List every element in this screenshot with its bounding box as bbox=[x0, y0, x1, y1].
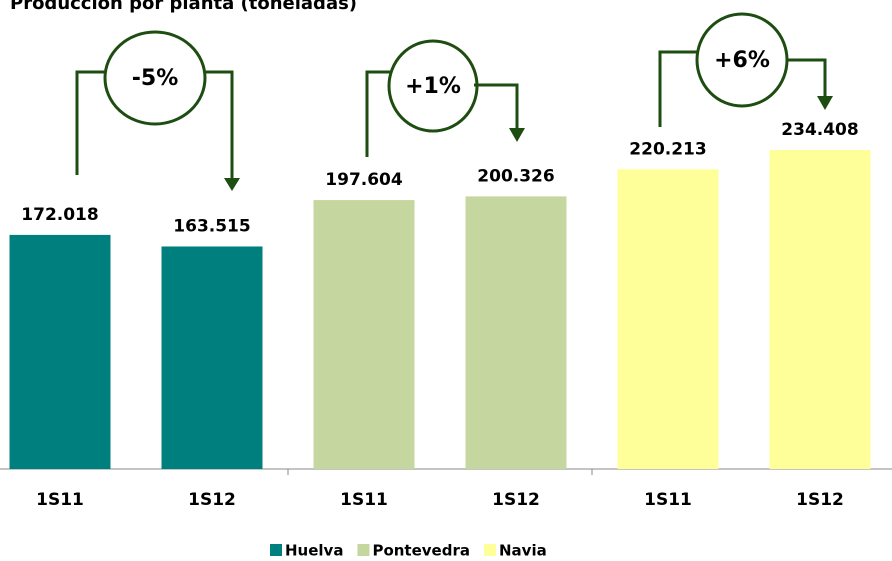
bar bbox=[465, 196, 567, 469]
value-label: 220.213 bbox=[629, 139, 706, 159]
annotation-circle bbox=[695, 12, 789, 108]
x-tick-label: 1S12 bbox=[188, 490, 236, 510]
annotation-circle bbox=[103, 30, 207, 126]
bar bbox=[617, 169, 719, 469]
legend-label: Pontevedra bbox=[372, 542, 470, 560]
legend-label: Huelva bbox=[285, 542, 343, 560]
arrow-line bbox=[658, 50, 698, 127]
legend-swatch bbox=[483, 544, 496, 556]
arrow-line bbox=[787, 58, 827, 98]
bar bbox=[161, 246, 263, 469]
chart-title: Producción por planta (toneladas) bbox=[10, 0, 357, 14]
x-tick-label: 1S11 bbox=[644, 490, 692, 510]
value-label: 163.515 bbox=[173, 216, 250, 236]
annotation: -5% bbox=[132, 66, 178, 91]
arrow-line bbox=[205, 70, 234, 180]
arrowhead bbox=[509, 128, 525, 142]
arrow-line bbox=[75, 70, 105, 175]
annotation: +6% bbox=[714, 48, 770, 73]
change-arrows: -5% +1% +6% bbox=[75, 12, 833, 191]
bar bbox=[769, 150, 871, 469]
annotation-circle bbox=[387, 39, 479, 133]
legend-swatch bbox=[357, 544, 370, 556]
arrowhead bbox=[817, 96, 833, 110]
value-label: 197.604 bbox=[325, 170, 403, 190]
x-tick-label: 1S11 bbox=[340, 490, 388, 510]
value-label: 172.018 bbox=[21, 205, 98, 225]
bar bbox=[9, 234, 111, 469]
value-label: 234.408 bbox=[781, 120, 858, 140]
x-tick-label: 1S11 bbox=[36, 490, 84, 510]
x-tick-label: 1S12 bbox=[796, 490, 844, 510]
legend-label: Navia bbox=[499, 542, 547, 560]
arrow-line bbox=[365, 70, 392, 157]
annotation: +1% bbox=[405, 74, 461, 99]
legend-swatch bbox=[270, 544, 282, 556]
x-tick-label: 1S12 bbox=[492, 490, 540, 510]
value-label: 200.326 bbox=[477, 166, 554, 186]
bar bbox=[313, 200, 415, 470]
arrow-line bbox=[474, 83, 519, 130]
arrowhead bbox=[224, 178, 240, 191]
